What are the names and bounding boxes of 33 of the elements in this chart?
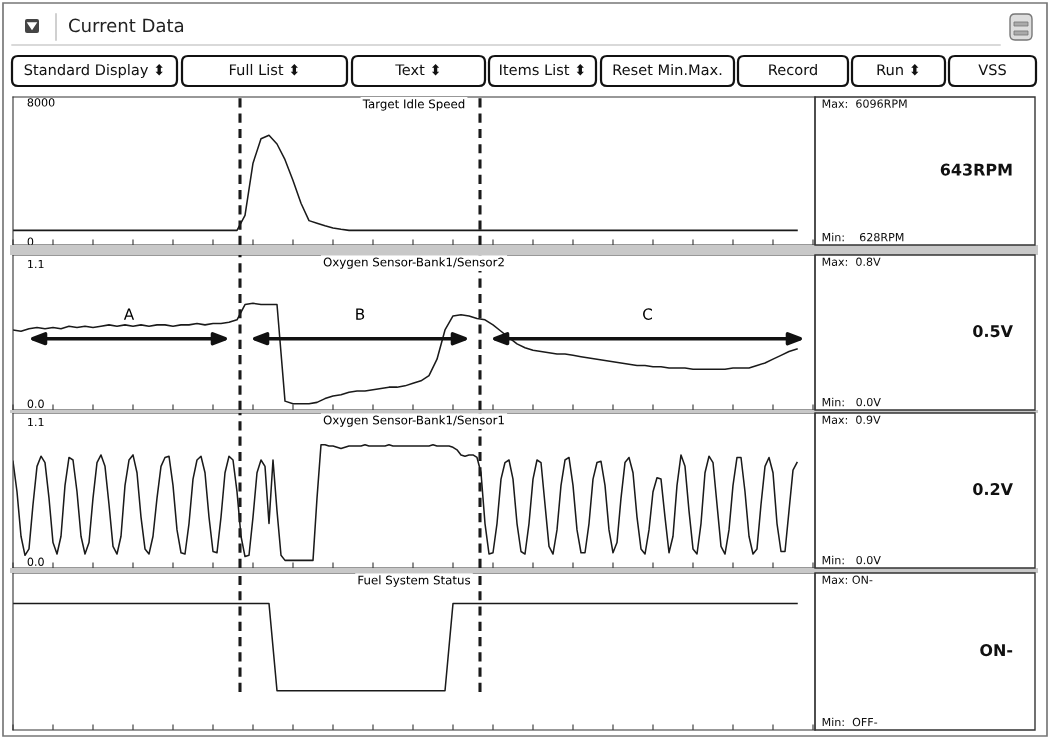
text: VSS bbox=[978, 64, 1006, 76]
text: Min: OFF- bbox=[822, 717, 878, 727]
text: ON- bbox=[980, 644, 1013, 657]
text: Max: ON- bbox=[822, 575, 873, 584]
text: Full List ⬍ bbox=[229, 63, 298, 76]
chart-title: Target Idle Speed bbox=[362, 99, 465, 111]
text: 643RPM bbox=[940, 163, 1012, 176]
text: Min: 0.0V bbox=[822, 397, 881, 407]
text: Reset Min.Max. bbox=[613, 63, 722, 76]
annotation: C bbox=[643, 308, 653, 320]
text: 0.2V bbox=[973, 483, 1013, 496]
y-tick-label: 1.1 bbox=[28, 260, 44, 269]
text: Run ⬍ bbox=[877, 64, 919, 76]
y-tick-label: 0.0 bbox=[27, 557, 44, 567]
text: 0.5V bbox=[973, 325, 1013, 338]
annotation: A bbox=[123, 308, 135, 320]
text: Max: 0.9V bbox=[822, 415, 881, 424]
annotation: B bbox=[356, 308, 365, 320]
text: Min: 0.0V bbox=[822, 555, 881, 565]
text: Standard Display ⬍ bbox=[24, 63, 163, 79]
chart-title: Oxygen Sensor-Bank1/Sensor2 bbox=[323, 257, 504, 269]
text: Max: 6096RPM bbox=[822, 99, 907, 108]
text: Record bbox=[769, 63, 817, 76]
y-tick-label: 0.0 bbox=[27, 399, 44, 409]
y-tick-label: 1.1 bbox=[28, 418, 44, 427]
y-tick-label: 8000 bbox=[27, 98, 55, 107]
text: Text ⬍ bbox=[395, 64, 440, 76]
text: Max: 0.8V bbox=[822, 257, 881, 266]
text: Current Data bbox=[69, 18, 184, 33]
chart-title: Fuel System Status bbox=[358, 575, 471, 587]
text: Items List ⬍ bbox=[500, 63, 584, 76]
text: Min: 628RPM bbox=[822, 232, 904, 242]
chart-title: Oxygen Sensor-Bank1/Sensor1 bbox=[323, 415, 504, 427]
